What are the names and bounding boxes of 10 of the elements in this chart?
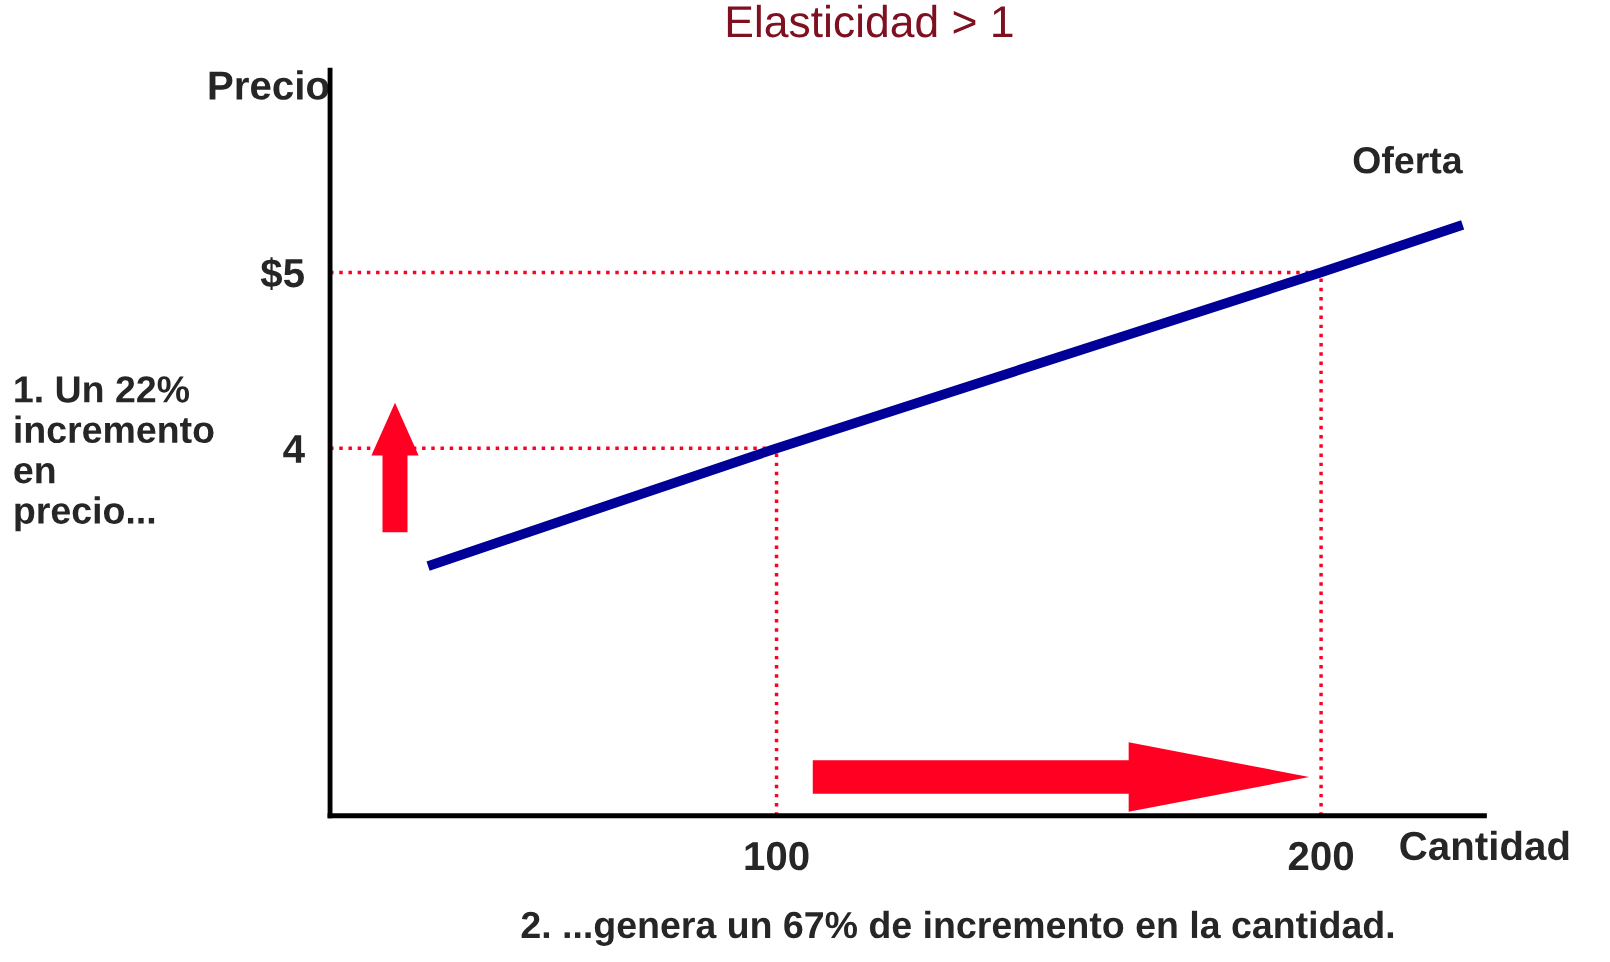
y-axis-title: Precio bbox=[209, 70, 329, 100]
text: 1. Un 22% incremento en precio... bbox=[14, 376, 214, 532]
x-tick-label: 100 bbox=[745, 841, 809, 871]
y-tick-label: $5 bbox=[260, 257, 304, 291]
x-tick-label: 200 bbox=[1288, 841, 1354, 871]
chart-title: Elasticidad > 1 bbox=[727, 4, 1013, 38]
y-tick-label: 4 bbox=[283, 435, 305, 463]
text: 2. ...genera un 67% de incremento en la cantidad. bbox=[521, 910, 1394, 946]
series-label: Oferta bbox=[1353, 146, 1463, 174]
x-axis-title: Cantidad bbox=[1400, 830, 1569, 861]
